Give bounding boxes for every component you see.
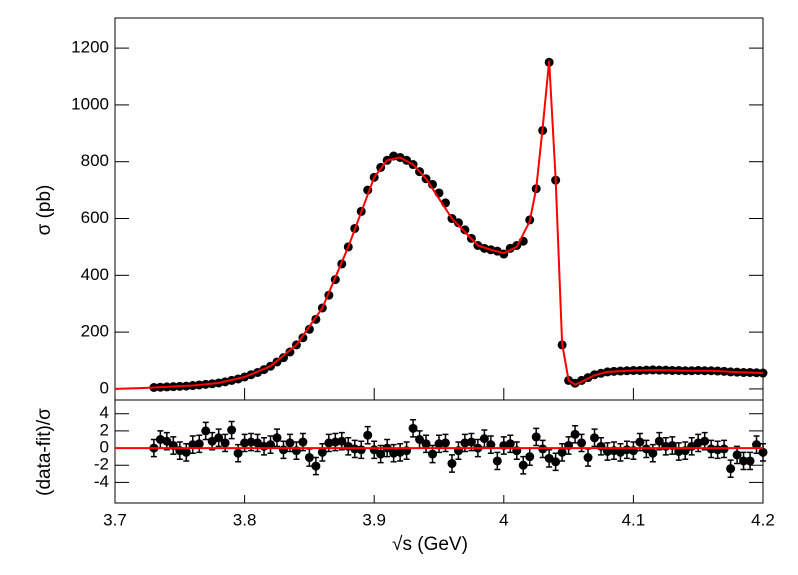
data-point <box>220 438 230 448</box>
data-point <box>201 426 211 436</box>
data-point <box>505 439 515 449</box>
data-point <box>758 447 768 457</box>
data-point <box>233 448 243 458</box>
data-point <box>317 447 327 457</box>
data-point <box>590 433 600 443</box>
data-point <box>551 457 561 467</box>
data-point <box>214 433 224 443</box>
x-tick-label: 4.2 <box>751 510 775 529</box>
data-point <box>518 460 528 470</box>
y-tick-label: 2 <box>100 420 109 439</box>
data-point <box>732 450 742 460</box>
data-point <box>363 430 373 440</box>
y-axis-label: σ (pb) <box>34 185 55 236</box>
data-point <box>376 449 386 459</box>
data-point <box>577 438 587 448</box>
x-tick-label: 3.7 <box>103 510 127 529</box>
data-point <box>304 453 314 463</box>
data-point <box>460 225 470 235</box>
y-axis-label: (data-fit)/σ <box>34 408 55 496</box>
y-tick-label: 600 <box>81 208 109 227</box>
data-point <box>654 436 664 446</box>
data-point <box>648 448 658 458</box>
x-tick-label: 4.1 <box>622 510 646 529</box>
y-tick-label: 400 <box>81 265 109 284</box>
data-point <box>278 445 288 455</box>
data-point <box>285 438 295 448</box>
data-point <box>227 425 237 435</box>
data-point <box>479 434 489 444</box>
data-point <box>492 456 502 466</box>
y-tick-label: 0 <box>100 438 109 457</box>
data-point <box>635 437 645 447</box>
y-tick-label: 1000 <box>71 94 109 113</box>
y-tick-label: 800 <box>81 151 109 170</box>
data-point <box>453 218 463 228</box>
data-point <box>337 436 347 446</box>
x-tick-label: 3.9 <box>362 510 386 529</box>
data-point <box>428 449 438 459</box>
data-point <box>583 453 593 463</box>
data-point <box>278 353 288 363</box>
y-tick-label: 4 <box>100 403 109 422</box>
fit-curve <box>114 60 764 390</box>
y-tick-label: 0 <box>100 378 109 397</box>
data-point <box>415 434 425 444</box>
data-point <box>752 440 762 450</box>
data-point <box>726 464 736 474</box>
data-point <box>272 433 282 443</box>
data-point <box>447 459 457 469</box>
data-point <box>181 447 191 457</box>
data-point <box>162 436 172 446</box>
y-tick-label: 1200 <box>71 38 109 57</box>
y-tick-label: -2 <box>94 455 109 474</box>
data-point <box>531 432 541 442</box>
data-point <box>285 347 295 357</box>
data-point <box>745 456 755 466</box>
data-point <box>739 456 749 466</box>
x-tick-label: 3.8 <box>233 510 257 529</box>
data-point <box>440 438 450 448</box>
data-point <box>266 440 276 450</box>
data-point <box>700 436 710 446</box>
data-point <box>194 439 204 449</box>
data-point <box>311 461 321 471</box>
data-point <box>570 429 580 439</box>
data-point <box>356 445 366 455</box>
data-point <box>486 440 496 450</box>
x-axis-label: √s (GeV) <box>392 534 468 555</box>
top-frame <box>114 17 764 401</box>
data-point <box>421 439 431 449</box>
y-tick-label: 200 <box>81 322 109 341</box>
data-point <box>304 324 314 334</box>
data-point <box>408 423 418 433</box>
data-point <box>525 452 535 462</box>
data-point <box>298 437 308 447</box>
x-tick-label: 4 <box>499 510 508 529</box>
y-tick-label: -4 <box>94 472 109 491</box>
data-point <box>466 437 476 447</box>
data-point <box>557 447 567 457</box>
